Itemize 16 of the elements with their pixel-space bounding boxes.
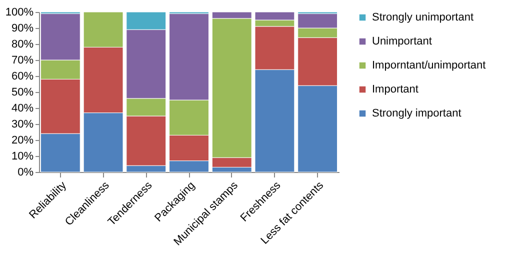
y-tick-label: 60% bbox=[11, 70, 34, 82]
y-tick-label: 100% bbox=[5, 6, 34, 18]
legend-label: Important bbox=[372, 84, 418, 96]
y-tick-label: 70% bbox=[11, 54, 34, 66]
legend-label: Unimportant bbox=[372, 36, 432, 48]
y-tick-label: 10% bbox=[11, 150, 34, 162]
y-tick-label: 40% bbox=[11, 102, 34, 114]
legend-label: Strongly important bbox=[372, 108, 462, 120]
y-tick-label: 30% bbox=[11, 118, 34, 130]
y-tick-label: 20% bbox=[11, 134, 34, 146]
y-tick-label: 0% bbox=[18, 166, 34, 178]
y-tick-label: 80% bbox=[11, 38, 34, 50]
y-tick-label: 90% bbox=[11, 22, 34, 34]
y-tick-label: 50% bbox=[11, 86, 34, 98]
legend-label: Imporntant/unimportant bbox=[372, 60, 486, 72]
legend-label: Strongly unimportant bbox=[372, 12, 474, 24]
